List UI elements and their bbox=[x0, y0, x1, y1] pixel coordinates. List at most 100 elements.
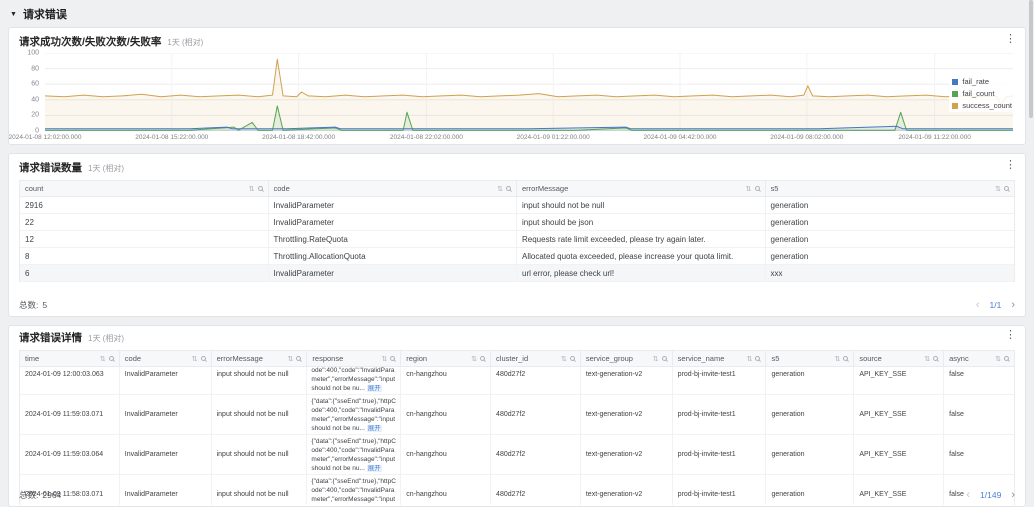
column-header-service_name[interactable]: service_name ⇅ bbox=[673, 351, 767, 366]
column-label: service_name bbox=[677, 354, 725, 363]
column-header-source[interactable]: source ⇅ bbox=[854, 351, 945, 366]
sort-icon[interactable]: ⇅ bbox=[287, 355, 294, 363]
sort-icon[interactable]: ⇅ bbox=[497, 185, 503, 193]
error-detail-panel: 请求错误详情 1天 (相对) ⋮ time ⇅ code ⇅ errorMessage ⇅… bbox=[8, 325, 1026, 507]
search-icon[interactable] bbox=[933, 356, 939, 361]
search-icon[interactable] bbox=[1003, 356, 1009, 361]
prev-page-icon[interactable]: ‹ bbox=[975, 299, 980, 311]
column-label: errorMessage bbox=[522, 184, 569, 193]
expand-link[interactable]: 展开 bbox=[366, 425, 382, 432]
column-header-count[interactable]: count ⇅ bbox=[20, 181, 269, 196]
cell-code: Throttling.RateQuota bbox=[269, 231, 517, 247]
next-page-icon[interactable]: › bbox=[1011, 489, 1015, 501]
count-panel-title: 请求错误数量 bbox=[19, 162, 82, 174]
cell-service_name: prod-bj-invite-test1 bbox=[673, 367, 767, 394]
search-icon[interactable] bbox=[296, 356, 302, 361]
legend-item-fail_count[interactable]: fail_count bbox=[952, 89, 1012, 98]
sort-icon[interactable]: ⇅ bbox=[995, 355, 1001, 363]
scrollbar[interactable] bbox=[1029, 0, 1033, 118]
sort-icon[interactable]: ⇅ bbox=[745, 185, 752, 193]
detail-table-footer: 总数: 2964 ‹ 1/149 › bbox=[19, 489, 1015, 501]
error-count-table: count ⇅ code ⇅ errorMessage ⇅ s5 ⇅ 2916 InvalidPa… bbox=[19, 180, 1015, 282]
sort-icon[interactable]: ⇅ bbox=[248, 185, 255, 193]
column-header-cluster_id[interactable]: cluster_id ⇅ bbox=[491, 351, 581, 366]
cell-region: cn-hangzhou bbox=[401, 367, 492, 394]
cell-source: API_KEY_SSE bbox=[854, 367, 945, 394]
column-header-code[interactable]: code ⇅ bbox=[120, 351, 212, 366]
column-header-response[interactable]: response ⇅ bbox=[307, 351, 402, 366]
cell-count: 6 bbox=[20, 265, 269, 281]
sort-icon[interactable]: ⇅ bbox=[381, 355, 388, 363]
section-title: 请求错误 bbox=[22, 9, 67, 21]
legend-label: success_count bbox=[962, 101, 1012, 110]
sort-icon[interactable]: ⇅ bbox=[834, 355, 841, 363]
table-body: 2024-01-09 12:00:03.063 InvalidParameter i… bbox=[20, 367, 1014, 505]
search-icon[interactable] bbox=[480, 356, 486, 361]
cell-service_group: text-generation-v2 bbox=[581, 435, 673, 474]
search-icon[interactable] bbox=[755, 356, 761, 361]
column-header-time[interactable]: time ⇅ bbox=[20, 351, 120, 366]
cell-s5: generation bbox=[770, 200, 809, 210]
search-icon[interactable] bbox=[569, 356, 575, 361]
column-header-code[interactable]: code ⇅ bbox=[269, 181, 517, 196]
table-header-row: count ⇅ code ⇅ errorMessage ⇅ s5 ⇅ bbox=[20, 181, 1014, 197]
sort-icon[interactable]: ⇅ bbox=[191, 355, 198, 363]
cell-service_group: text-generation-v2 bbox=[581, 475, 673, 505]
cell-region: cn-hangzhou bbox=[401, 435, 492, 474]
column-header-region[interactable]: region ⇅ bbox=[401, 351, 492, 366]
column-header-s5[interactable]: s5 ⇅ bbox=[766, 351, 855, 366]
cell-s5: xxx bbox=[770, 268, 783, 278]
more-options-icon[interactable]: ⋮ bbox=[1005, 329, 1016, 341]
column-header-errorMessage[interactable]: errorMessage ⇅ bbox=[212, 351, 308, 366]
sort-icon[interactable]: ⇅ bbox=[560, 355, 567, 363]
prev-page-icon[interactable]: ‹ bbox=[966, 489, 971, 501]
search-icon[interactable] bbox=[200, 356, 206, 361]
table-row: 2916 InvalidParameter input should not be … bbox=[20, 197, 1014, 214]
cell-cluster_id: 480d27f2 bbox=[491, 475, 581, 505]
search-icon[interactable] bbox=[754, 186, 760, 191]
expand-link[interactable]: 展开 bbox=[366, 465, 382, 472]
cell-service_group: text-generation-v2 bbox=[581, 395, 673, 434]
sort-icon[interactable]: ⇅ bbox=[746, 355, 753, 363]
cell-s5: generation bbox=[770, 217, 809, 227]
search-icon[interactable] bbox=[843, 356, 849, 361]
collapse-icon[interactable]: ▼ bbox=[10, 10, 17, 18]
legend-item-fail_rate[interactable]: fail_rate bbox=[952, 77, 1012, 86]
cell-service_name: prod-bj-invite-test1 bbox=[673, 395, 767, 434]
pagination: ‹ 1/149 › bbox=[966, 489, 1015, 501]
legend-swatch bbox=[952, 78, 959, 85]
column-label: errorMessage bbox=[216, 354, 263, 363]
sort-icon[interactable]: ⇅ bbox=[471, 355, 478, 363]
more-options-icon[interactable]: ⋮ bbox=[1005, 33, 1016, 45]
total-count: 总数: 2964 bbox=[19, 490, 62, 500]
search-icon[interactable] bbox=[257, 186, 263, 191]
x-axis-tick: 2024-01-09 11:22:00.000 bbox=[898, 134, 971, 141]
table-row: 6 InvalidParameter url error, please check… bbox=[20, 265, 1014, 282]
column-header-service_group[interactable]: service_group ⇅ bbox=[581, 351, 673, 366]
column-header-async[interactable]: async ⇅ bbox=[944, 351, 1014, 366]
search-icon[interactable] bbox=[1004, 186, 1009, 191]
cell-response: {"data":{"sseEnd":true},"httpCode":400,"… bbox=[307, 395, 402, 434]
column-header-s5[interactable]: s5 ⇅ bbox=[766, 181, 1015, 196]
sort-icon[interactable]: ⇅ bbox=[924, 355, 931, 363]
next-page-icon[interactable]: › bbox=[1011, 299, 1015, 311]
cell-errorMessage: input should not be null bbox=[212, 395, 308, 434]
cell-response: {"data":{"sseEnd":true},"httpCode":400,"… bbox=[307, 367, 402, 394]
chart-legend: fail_rate fail_count success_count bbox=[949, 75, 1015, 112]
search-icon[interactable] bbox=[661, 356, 667, 361]
table-body-viewport[interactable]: 2024-01-09 12:00:03.063 InvalidParameter i… bbox=[20, 367, 1014, 505]
y-axis-tick: 100 bbox=[27, 49, 39, 57]
search-icon[interactable] bbox=[506, 186, 511, 191]
cell-code: InvalidParameter bbox=[269, 197, 517, 213]
expand-link[interactable]: 展开 bbox=[366, 385, 382, 392]
more-options-icon[interactable]: ⋮ bbox=[1005, 159, 1016, 171]
total-count: 总数: 5 bbox=[19, 300, 48, 310]
search-icon[interactable] bbox=[108, 356, 114, 361]
search-icon[interactable] bbox=[390, 356, 396, 361]
sort-icon[interactable]: ⇅ bbox=[995, 185, 1001, 193]
sort-icon[interactable]: ⇅ bbox=[652, 355, 659, 363]
legend-item-success_count[interactable]: success_count bbox=[952, 101, 1012, 110]
cell-errorMessage: input should not be null bbox=[212, 475, 308, 505]
sort-icon[interactable]: ⇅ bbox=[99, 355, 106, 363]
column-header-errorMessage[interactable]: errorMessage ⇅ bbox=[517, 181, 766, 196]
